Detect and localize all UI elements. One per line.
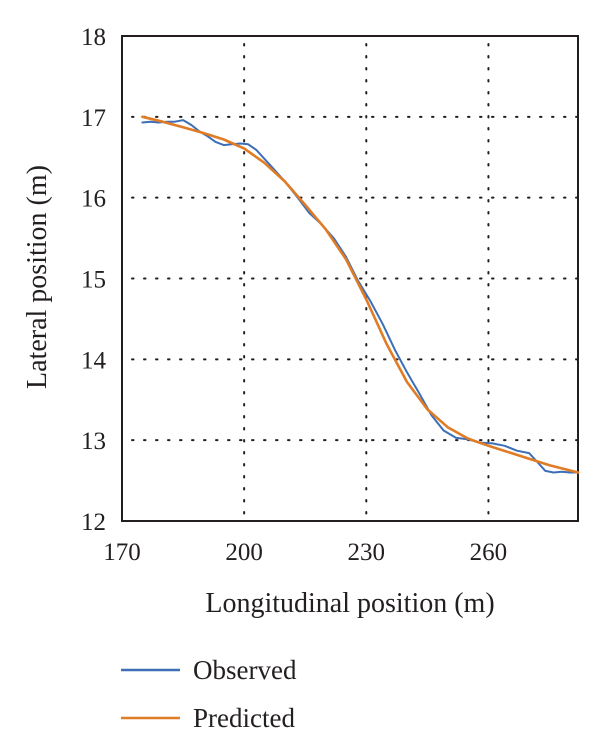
x-tick-label: 200: [225, 539, 263, 566]
y-tick-label: 15: [81, 267, 106, 294]
series-line-observed: [141, 119, 579, 474]
y-tick-label: 14: [81, 347, 107, 374]
y-tick-label: 12: [81, 509, 106, 536]
y-tick-label: 13: [81, 428, 106, 455]
series-lines: [141, 115, 580, 474]
x-tick-label: 260: [470, 539, 508, 566]
y-tick-label: 17: [81, 105, 106, 132]
x-axis-label: Longitudinal position (m): [205, 588, 494, 619]
legend-label-predicted: Predicted: [193, 703, 295, 733]
y-axis-label: Lateral position (m): [22, 165, 53, 389]
y-tick-label: 18: [81, 24, 106, 51]
series-line-predicted: [141, 115, 580, 474]
legend: Observed Predicted: [121, 655, 297, 733]
tick-labels: 170 200 230 260 12 13 14 15 16 17 18: [81, 24, 507, 566]
legend-label-observed: Observed: [193, 655, 297, 685]
gridlines: [131, 43, 579, 522]
x-tick-label: 170: [103, 539, 141, 566]
x-tick-label: 230: [348, 539, 386, 566]
plot-area-frame: [121, 35, 579, 522]
y-tick-label: 16: [81, 186, 106, 213]
